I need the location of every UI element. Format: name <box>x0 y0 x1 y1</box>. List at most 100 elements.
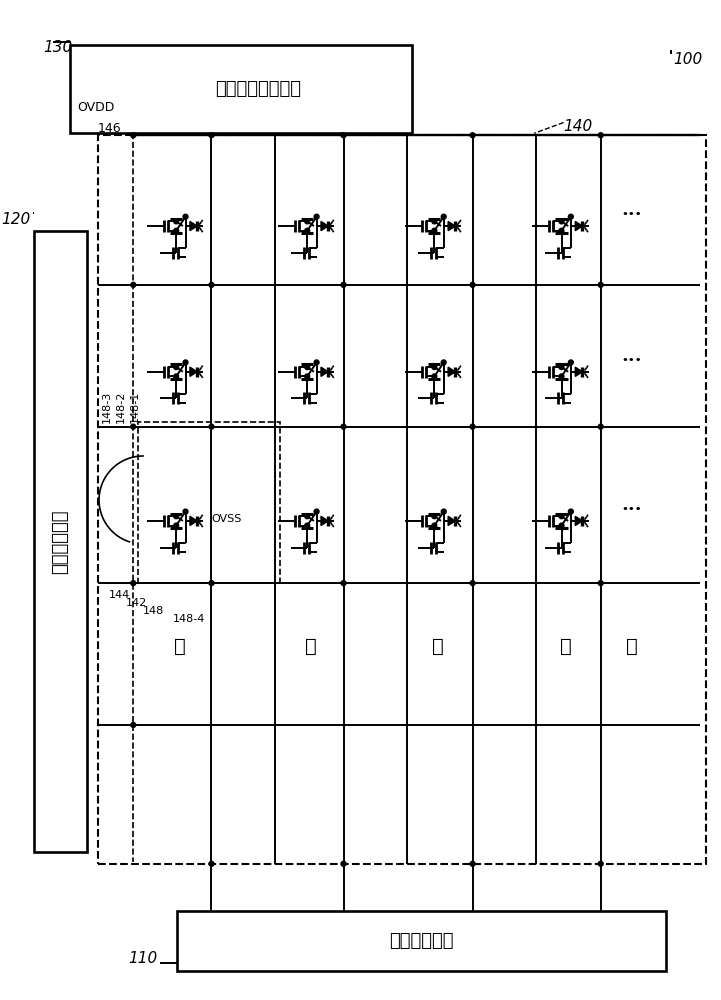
Circle shape <box>598 424 603 429</box>
Bar <box>177 911 666 971</box>
Circle shape <box>432 514 437 519</box>
Polygon shape <box>190 516 197 526</box>
Text: ⋮: ⋮ <box>626 638 638 656</box>
Text: 扫描驱动电路: 扫描驱动电路 <box>389 932 454 950</box>
Circle shape <box>131 722 136 727</box>
Circle shape <box>314 214 319 219</box>
Circle shape <box>131 581 136 586</box>
Circle shape <box>183 509 188 514</box>
Circle shape <box>174 523 179 528</box>
Polygon shape <box>321 516 328 526</box>
Circle shape <box>432 228 437 233</box>
Circle shape <box>598 581 603 586</box>
Circle shape <box>470 581 475 586</box>
Circle shape <box>568 509 573 514</box>
Circle shape <box>174 374 179 379</box>
Circle shape <box>559 374 564 379</box>
Circle shape <box>432 365 437 370</box>
Circle shape <box>598 282 603 287</box>
Circle shape <box>314 360 319 365</box>
Circle shape <box>305 219 310 224</box>
Circle shape <box>131 133 136 138</box>
Text: ...: ... <box>622 496 642 514</box>
Circle shape <box>209 282 214 287</box>
Circle shape <box>568 360 573 365</box>
Circle shape <box>470 282 475 287</box>
Polygon shape <box>321 367 328 376</box>
Polygon shape <box>448 516 456 526</box>
Text: OVDD: OVDD <box>78 101 115 114</box>
Text: ...: ... <box>622 347 642 365</box>
Circle shape <box>432 219 437 224</box>
Text: ⋮: ⋮ <box>559 638 571 656</box>
Text: 144: 144 <box>109 590 130 600</box>
Circle shape <box>559 514 564 519</box>
Polygon shape <box>448 367 456 376</box>
Text: 148-3: 148-3 <box>102 391 112 423</box>
Polygon shape <box>575 516 583 526</box>
Circle shape <box>183 360 188 365</box>
Circle shape <box>559 523 564 528</box>
Circle shape <box>598 133 603 138</box>
Text: ...: ... <box>622 201 642 219</box>
Circle shape <box>174 219 179 224</box>
Circle shape <box>209 861 214 866</box>
Circle shape <box>174 365 179 370</box>
Circle shape <box>305 374 310 379</box>
Circle shape <box>131 424 136 429</box>
Circle shape <box>314 509 319 514</box>
Circle shape <box>470 424 475 429</box>
Text: 148-1: 148-1 <box>129 391 139 423</box>
Circle shape <box>341 133 346 138</box>
Text: 142: 142 <box>125 598 146 608</box>
Circle shape <box>305 514 310 519</box>
Polygon shape <box>190 367 197 376</box>
Bar <box>138 422 280 583</box>
Circle shape <box>341 581 346 586</box>
Text: OVSS: OVSS <box>211 514 242 524</box>
Circle shape <box>305 523 310 528</box>
Polygon shape <box>321 221 328 231</box>
Circle shape <box>174 514 179 519</box>
Text: 148: 148 <box>143 606 164 616</box>
Circle shape <box>559 365 564 370</box>
Circle shape <box>470 861 475 866</box>
Text: 130: 130 <box>43 40 73 55</box>
Circle shape <box>174 228 179 233</box>
Circle shape <box>441 509 446 514</box>
Text: 110: 110 <box>128 951 158 966</box>
Circle shape <box>209 424 214 429</box>
Circle shape <box>568 214 573 219</box>
Bar <box>98 135 707 864</box>
Circle shape <box>432 523 437 528</box>
Circle shape <box>559 219 564 224</box>
Text: ⋮: ⋮ <box>174 638 186 656</box>
Circle shape <box>183 214 188 219</box>
Bar <box>33 231 87 852</box>
Text: 148-2: 148-2 <box>115 391 125 423</box>
Circle shape <box>441 360 446 365</box>
Text: 100: 100 <box>673 52 702 67</box>
Text: 148-4: 148-4 <box>172 614 205 624</box>
Circle shape <box>305 365 310 370</box>
Polygon shape <box>575 367 583 376</box>
Circle shape <box>131 282 136 287</box>
Text: 146: 146 <box>98 122 122 135</box>
Text: ⋮: ⋮ <box>306 638 317 656</box>
Text: 120: 120 <box>1 212 30 227</box>
Circle shape <box>209 581 214 586</box>
Circle shape <box>341 861 346 866</box>
Circle shape <box>432 374 437 379</box>
Circle shape <box>341 424 346 429</box>
Text: 数据驱动电路: 数据驱动电路 <box>51 509 69 574</box>
Circle shape <box>209 133 214 138</box>
Polygon shape <box>448 221 456 231</box>
Polygon shape <box>575 221 583 231</box>
Circle shape <box>598 861 603 866</box>
Text: ⋮: ⋮ <box>433 638 444 656</box>
Circle shape <box>470 133 475 138</box>
Text: 140: 140 <box>564 119 593 134</box>
Circle shape <box>441 214 446 219</box>
Text: 电源电压供应电路: 电源电压供应电路 <box>215 80 301 98</box>
Circle shape <box>559 228 564 233</box>
